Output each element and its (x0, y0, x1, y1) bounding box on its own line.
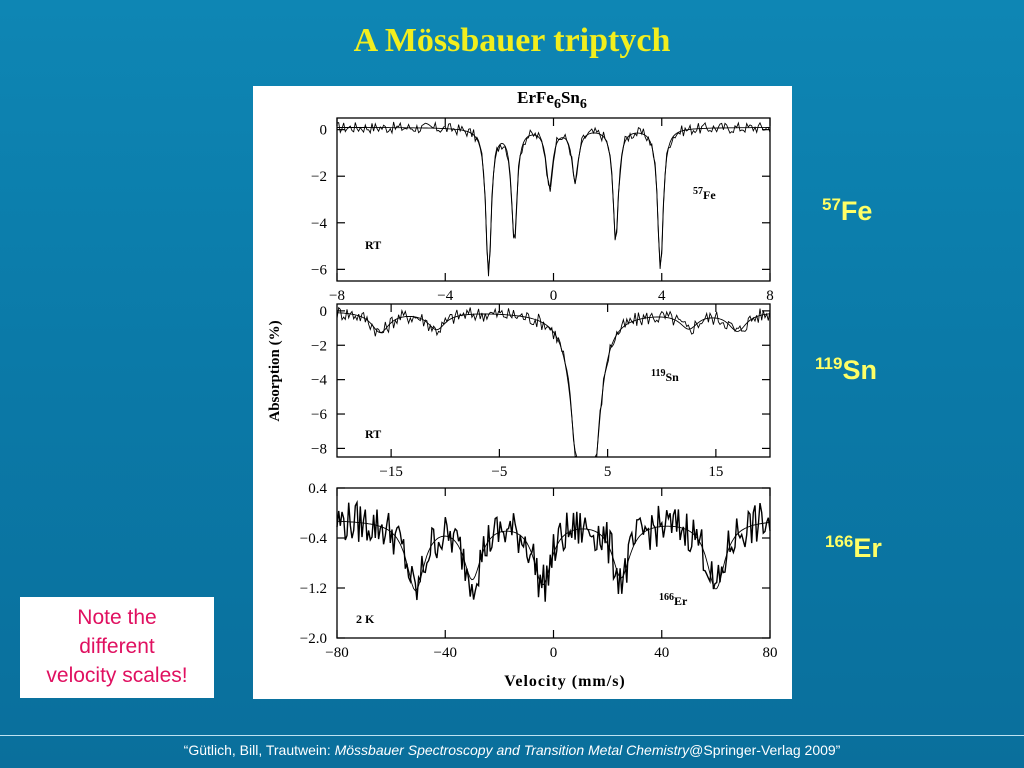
note-line: velocity scales! (46, 664, 188, 687)
y-tick-label: −6 (311, 407, 327, 423)
isotope-panel-label: 57Fe (693, 186, 716, 202)
note-line: Note the (77, 606, 157, 629)
y-axis-label: Absorption (%) (267, 320, 283, 421)
y-tick-label: −6 (311, 262, 327, 278)
y-tick-label: −4 (311, 216, 327, 232)
isotope-mass: 119 (651, 368, 665, 379)
citation-prefix: “Gütlich, Bill, Trautwein: (183, 742, 335, 758)
figure-title: ErFe6Sn6 (517, 88, 587, 112)
y-tick-label: −2 (311, 169, 327, 185)
figure-title-part: Sn (561, 88, 580, 107)
temperature-label: 2 K (356, 612, 375, 626)
citation-footer: “Gütlich, Bill, Trautwein: Mössbauer Spe… (0, 742, 1024, 758)
temperature-label: RT (365, 238, 381, 252)
x-tick-label: −80 (325, 645, 348, 661)
y-tick-label: −2 (311, 338, 327, 354)
citation-suffix: @Springer-Verlag 2009” (689, 742, 841, 758)
fit-curve (336, 312, 771, 458)
figure-title-part: ErFe (517, 88, 554, 107)
y-tick-label: 0 (320, 304, 328, 320)
data-series (336, 306, 771, 458)
y-tick-label: −1.2 (300, 581, 327, 597)
y-tick-label: −8 (311, 441, 327, 457)
temperature-label: RT (365, 427, 381, 441)
x-tick-label: 40 (654, 645, 669, 661)
isotope-label-sn119: 119Sn (815, 354, 877, 385)
x-tick-label: 0 (550, 645, 558, 661)
x-tick-label: −8 (329, 288, 345, 304)
fit-curve (336, 520, 771, 592)
y-tick-label: −2.0 (300, 631, 327, 647)
isotope-symbol: Sn (665, 370, 679, 384)
y-tick-label: −0.4 (300, 531, 328, 547)
x-tick-label: 4 (658, 288, 666, 304)
x-tick-label: −15 (379, 464, 402, 480)
x-tick-label: −4 (437, 288, 453, 304)
data-series (336, 121, 771, 271)
slide-title: A Mössbauer triptych (353, 22, 671, 59)
y-tick-label: −4 (311, 373, 327, 389)
x-tick-label: 8 (766, 288, 774, 304)
figure-title-part: 6 (554, 97, 561, 112)
isotope-panel-label: 166Er (659, 592, 688, 608)
footer-divider (0, 735, 1024, 736)
figure-title-part: 6 (580, 97, 587, 112)
x-tick-label: −5 (491, 464, 507, 480)
velocity-scale-note: Note the different velocity scales! (20, 597, 214, 698)
isotope-mass: 166 (659, 592, 674, 603)
spectra-svg: ErFe6Sn6 Absorption (%) Velocity (mm/s) … (267, 88, 778, 690)
citation-book-title: Mössbauer Spectroscopy and Transition Me… (334, 742, 690, 758)
isotope-mass: 57 (693, 186, 703, 197)
plot-frame (336, 303, 771, 458)
isotope-symbol: Er (674, 594, 688, 608)
x-axis-label: Velocity (mm/s) (504, 673, 626, 690)
isotope-label-fe57: 57Fe (822, 195, 873, 226)
data-series (336, 499, 771, 602)
y-tick-label: 0.4 (308, 481, 327, 497)
isotope-symbol: Fe (703, 188, 716, 202)
y-tick-label: 0 (320, 123, 328, 139)
x-tick-label: 15 (708, 464, 723, 480)
isotope-panel-label: 119Sn (651, 368, 679, 384)
plot-frame (336, 487, 771, 639)
mossbauer-figure: ErFe6Sn6 Absorption (%) Velocity (mm/s) … (253, 86, 792, 699)
isotope-label-er166: 166Er (825, 532, 882, 563)
note-line: different (79, 635, 155, 658)
x-tick-label: 80 (763, 645, 778, 661)
x-tick-label: −40 (434, 645, 457, 661)
x-tick-label: 5 (604, 464, 612, 480)
fit-curve (337, 127, 770, 277)
x-tick-label: 0 (550, 288, 558, 304)
